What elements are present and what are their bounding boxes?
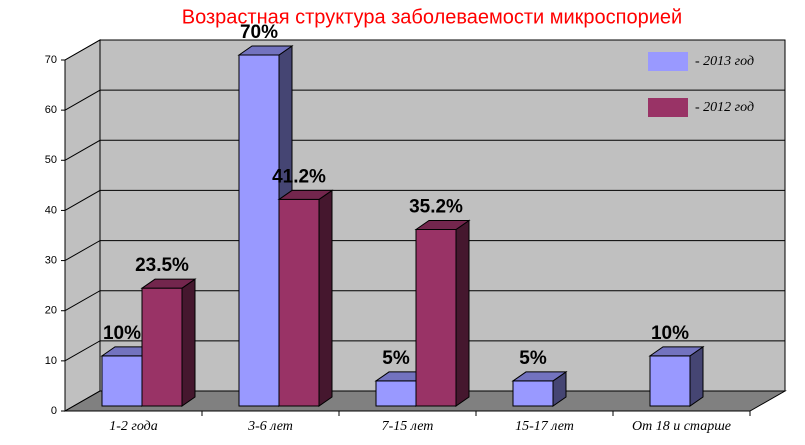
bar [140, 278, 197, 407]
value-label: 10% [651, 323, 689, 344]
bar [414, 219, 471, 407]
value-label: 35.2% [409, 197, 463, 218]
bar-face [238, 54, 280, 407]
x-tick-label: 15-17 лет [515, 419, 574, 434]
x-tick-label: 1-2 года [109, 419, 158, 434]
y-tick-label: 70 [45, 54, 57, 66]
bar [648, 345, 705, 407]
bar-face [689, 345, 704, 407]
value-label: 70% [240, 22, 278, 43]
y-tick-label: 50 [45, 154, 57, 166]
bar-face [318, 189, 333, 407]
bar-face [237, 45, 294, 56]
x-tick-label: От 18 и старше [632, 419, 731, 434]
value-label: 5% [382, 348, 410, 369]
y-tick-label: 60 [45, 104, 57, 116]
bar-face [649, 355, 691, 407]
value-label: 23.5% [135, 255, 189, 276]
grid-line [64, 290, 785, 312]
grid-line [64, 39, 785, 61]
x-tick-label: 7-15 лет [382, 419, 434, 434]
bar-face [511, 371, 568, 382]
bar-face [141, 287, 183, 407]
y-tick-label: 10 [45, 355, 57, 367]
bar-face [140, 278, 197, 289]
bar-face [512, 380, 554, 407]
legend-swatch [648, 52, 688, 71]
y-tick-label: 40 [45, 204, 57, 216]
bar-face [375, 380, 417, 407]
y-tick-label: 30 [45, 254, 57, 266]
bar-face [455, 219, 470, 407]
bar-face [648, 346, 705, 357]
grid-line [64, 89, 785, 111]
bar-face [278, 198, 320, 407]
bar-face [181, 278, 196, 407]
legend-label: - 2013 год [695, 54, 754, 69]
value-label: 5% [519, 348, 547, 369]
chart-title: Возрастная структура заболеваемости микр… [182, 6, 682, 28]
value-label: 41.2% [272, 166, 326, 187]
grid-line [64, 139, 785, 161]
y-tick-label: 20 [45, 305, 57, 317]
bar-face [101, 355, 143, 407]
grid-line [64, 189, 785, 211]
grid-line [64, 340, 785, 362]
bar-face [277, 189, 334, 200]
grid-line [64, 240, 785, 262]
legend-swatch [648, 98, 688, 117]
legend-label: - 2012 год [695, 100, 754, 115]
bar-face [415, 228, 457, 407]
y-tick-label: 0 [51, 405, 57, 417]
bar [511, 370, 568, 407]
x-tick-label: 3-6 лет [247, 419, 293, 434]
value-label: 10% [103, 323, 141, 344]
bar [277, 189, 334, 407]
bar-face [414, 219, 471, 230]
side-wall [64, 39, 101, 412]
